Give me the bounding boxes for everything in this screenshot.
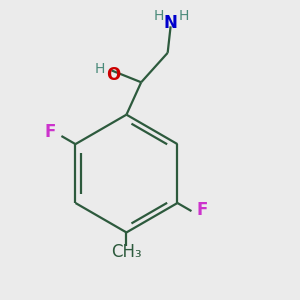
Text: H: H — [154, 9, 164, 23]
Text: N: N — [164, 14, 178, 32]
Text: F: F — [197, 201, 208, 219]
Text: CH₃: CH₃ — [111, 243, 142, 261]
Text: O: O — [106, 66, 120, 84]
Text: F: F — [45, 123, 56, 141]
Text: H: H — [179, 9, 189, 23]
Text: H: H — [95, 62, 105, 76]
